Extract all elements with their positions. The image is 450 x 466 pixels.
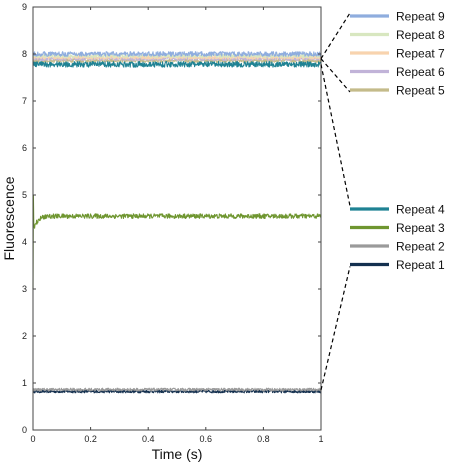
y-tick-label: 0 bbox=[22, 425, 27, 435]
y-axis: 0 1 2 3 4 5 6 7 8 9 bbox=[22, 2, 321, 435]
x-tick-label: 1 bbox=[318, 434, 323, 444]
legend-connector bbox=[320, 58, 351, 93]
series-line bbox=[32, 194, 322, 290]
legend-label: Repeat 5 bbox=[396, 84, 445, 98]
series-line bbox=[32, 60, 322, 68]
plot-frame bbox=[32, 6, 322, 431]
series-line bbox=[32, 51, 322, 57]
y-tick-label: 2 bbox=[22, 331, 27, 341]
x-axis-label: Time (s) bbox=[152, 446, 203, 462]
series-line bbox=[32, 56, 322, 62]
legend-label: Repeat 6 bbox=[396, 65, 445, 79]
legend-label: Repeat 4 bbox=[396, 203, 445, 217]
y-tick-label: 6 bbox=[22, 143, 27, 153]
y-tick-label: 3 bbox=[22, 284, 27, 294]
legend: Repeat 9 Repeat 8 Repeat 7 Repeat 6 Repeat 5… bbox=[350, 10, 445, 272]
legend-label: Repeat 8 bbox=[396, 28, 445, 42]
y-axis-label: Fluorescence bbox=[1, 176, 17, 260]
x-tick-label: 0.6 bbox=[200, 434, 213, 444]
x-axis: 0 0.2 0.4 0.6 0.8 1 bbox=[30, 7, 324, 444]
y-tick-label: 9 bbox=[22, 2, 27, 12]
legend-label: Repeat 7 bbox=[396, 47, 445, 61]
x-tick-label: 0.8 bbox=[257, 434, 270, 444]
legend-connector bbox=[320, 12, 351, 60]
series-layer bbox=[32, 51, 322, 394]
y-tick-label: 5 bbox=[22, 190, 27, 200]
legend-label: Repeat 3 bbox=[396, 221, 445, 235]
x-tick-label: 0.4 bbox=[142, 434, 155, 444]
y-tick-label: 7 bbox=[22, 96, 27, 106]
x-tick-label: 0 bbox=[30, 434, 35, 444]
legend-connector bbox=[320, 64, 351, 207]
y-tick-label: 4 bbox=[22, 237, 27, 247]
y-tick-label: 8 bbox=[22, 49, 27, 59]
legend-label: Repeat 9 bbox=[396, 10, 445, 24]
legend-label: Repeat 2 bbox=[396, 240, 445, 254]
x-tick-label: 0.2 bbox=[84, 434, 97, 444]
series-line bbox=[32, 387, 322, 392]
legend-connectors bbox=[320, 12, 351, 391]
legend-label: Repeat 1 bbox=[396, 258, 445, 272]
legend-connector bbox=[320, 266, 351, 391]
y-tick-label: 1 bbox=[22, 378, 27, 388]
